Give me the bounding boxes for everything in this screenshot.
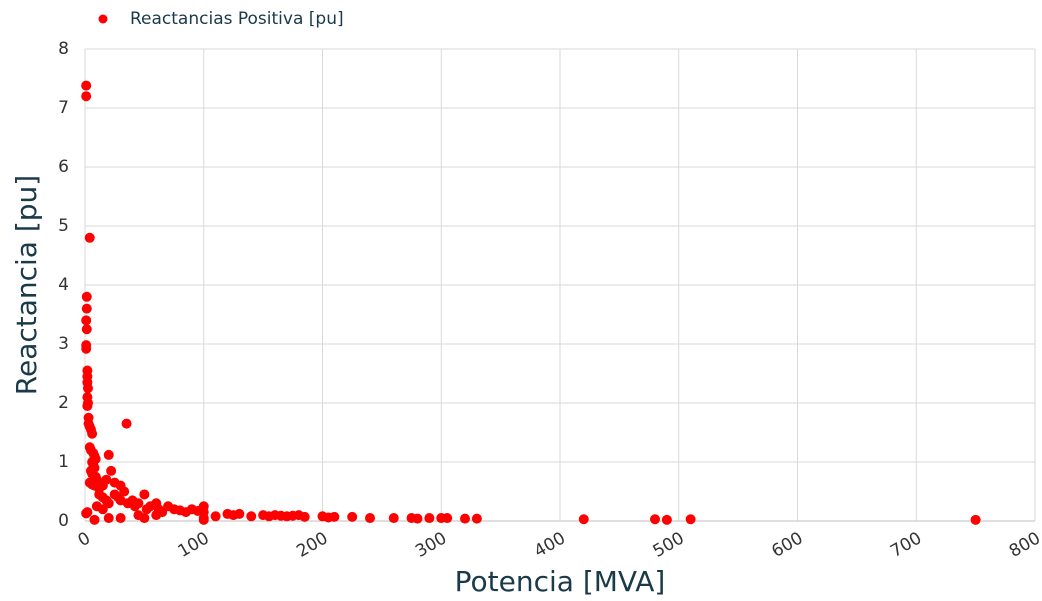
point — [121, 418, 132, 429]
point — [578, 514, 589, 525]
point — [81, 91, 92, 102]
point — [81, 324, 92, 335]
y-tick-label: 5 — [58, 216, 69, 236]
point — [81, 80, 92, 91]
point — [81, 508, 92, 519]
point — [412, 513, 423, 524]
point — [81, 291, 92, 302]
point — [101, 474, 112, 485]
point — [81, 303, 92, 314]
point — [81, 315, 92, 326]
point — [115, 513, 126, 524]
point — [103, 513, 114, 524]
point — [210, 511, 221, 522]
point — [133, 498, 144, 509]
point — [87, 428, 98, 439]
point — [198, 514, 209, 525]
point — [151, 510, 162, 521]
point — [106, 465, 117, 476]
y-tick-label: 7 — [58, 98, 69, 118]
point — [81, 343, 92, 354]
point — [388, 513, 399, 524]
point — [89, 514, 100, 525]
point — [365, 513, 375, 524]
point — [442, 513, 453, 524]
point — [234, 508, 245, 519]
point — [650, 514, 660, 525]
point — [91, 501, 102, 512]
point — [119, 486, 130, 497]
point — [246, 511, 257, 522]
point — [133, 510, 144, 521]
point — [471, 513, 482, 524]
point — [970, 514, 981, 525]
y-tick-label: 3 — [58, 334, 69, 354]
y-tick-label: 0 — [58, 511, 69, 531]
point — [661, 514, 672, 525]
point — [103, 449, 114, 460]
y-tick-label: 2 — [58, 393, 69, 413]
point — [460, 513, 470, 524]
point — [84, 232, 95, 243]
y-tick-label: 6 — [58, 157, 69, 177]
y-tick-label: 4 — [58, 275, 69, 295]
point — [82, 400, 93, 411]
y-tick-label: 8 — [58, 39, 69, 59]
point — [299, 511, 310, 522]
point — [424, 513, 435, 524]
point — [347, 511, 358, 522]
y-tick-label: 1 — [58, 452, 69, 472]
y-axis-title: Reactancia [pu] — [10, 175, 43, 395]
legend-marker — [98, 14, 108, 24]
point — [329, 511, 340, 522]
point — [82, 383, 93, 394]
x-axis-title: Potencia [MVA] — [455, 565, 666, 598]
point — [685, 514, 696, 525]
legend-label: Reactancias Positiva [pu] — [130, 9, 344, 29]
point — [139, 489, 150, 500]
